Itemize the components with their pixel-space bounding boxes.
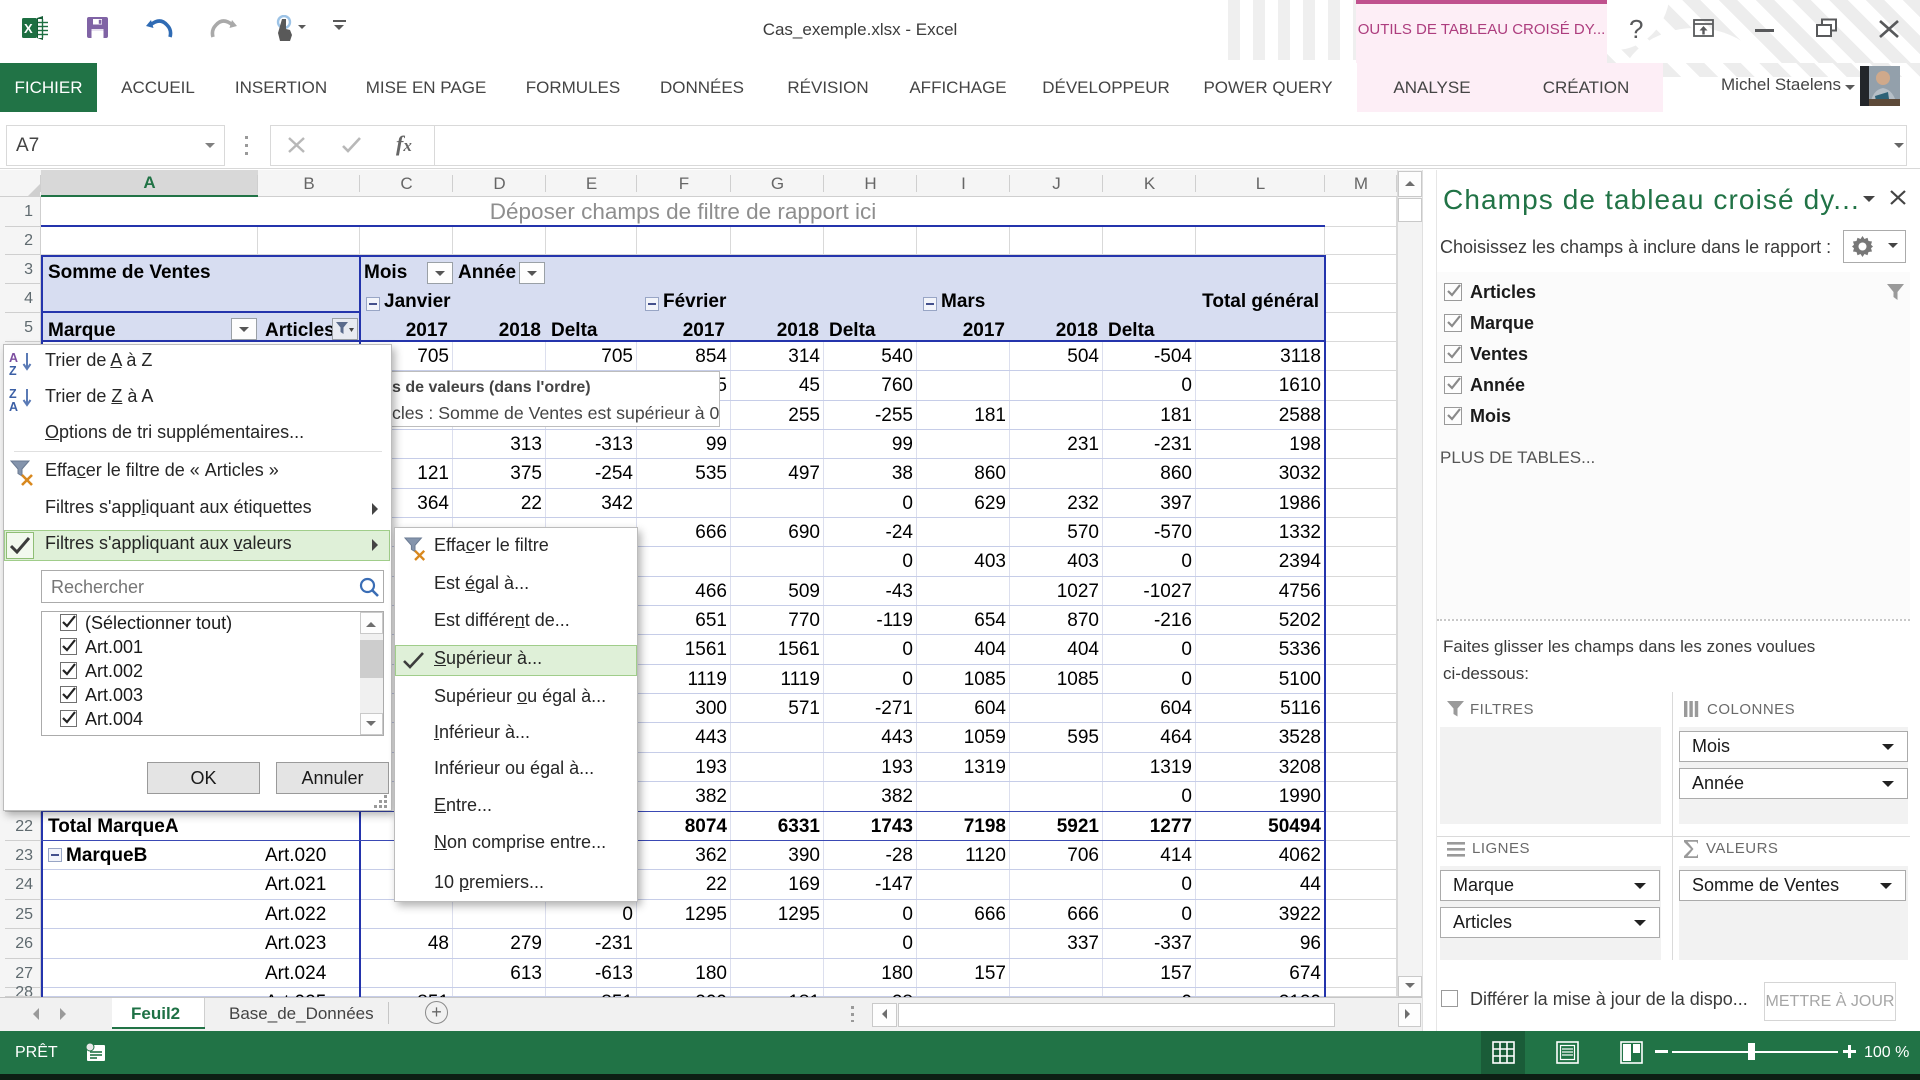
svg-text:A: A: [9, 351, 18, 365]
svg-text:Z: Z: [9, 364, 17, 375]
svg-text:Z: Z: [9, 387, 17, 401]
svg-text:A: A: [9, 400, 18, 411]
svg-text:X: X: [24, 21, 33, 36]
